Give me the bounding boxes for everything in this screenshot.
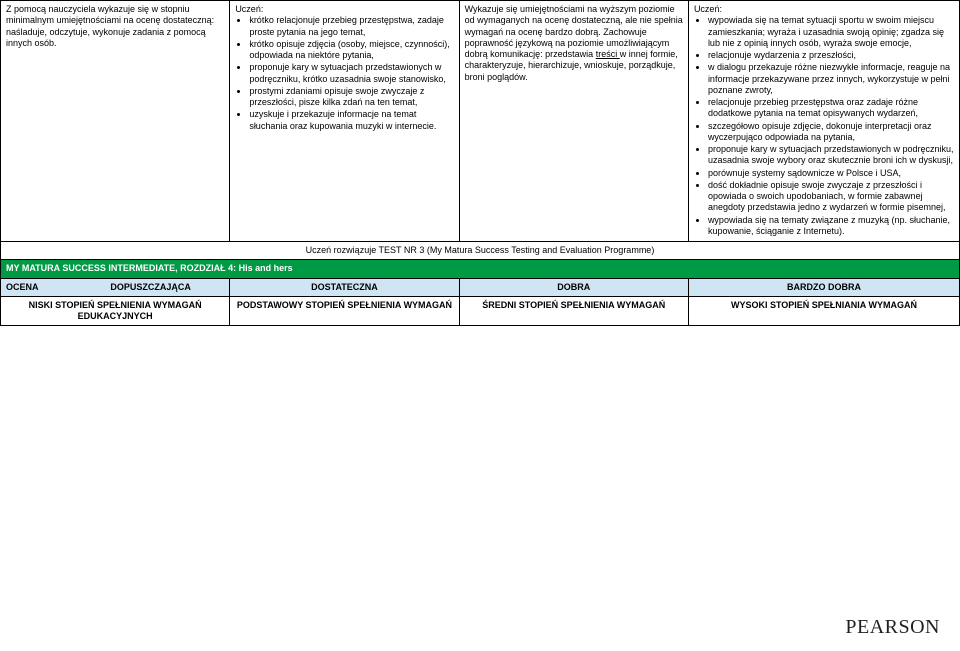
list-item: wypowiada się na tematy związane z muzyk…	[708, 215, 954, 238]
lead-text: Uczeń:	[235, 4, 263, 14]
verygood-list: wypowiada się na temat sytuacji sportu w…	[694, 15, 954, 237]
cell-verygood: Uczeń: wypowiada się na temat sytuacji s…	[688, 1, 959, 242]
lead-text: Uczeń:	[694, 4, 722, 14]
test-cell: Uczeń rozwiązuje TEST NR 3 (My Matura Su…	[1, 242, 960, 260]
list-item: proponuje kary w sytuacjach przedstawion…	[249, 62, 453, 85]
cell-minimal: Z pomocą nauczyciela wykazuje się w stop…	[1, 1, 230, 242]
list-item: proponuje kary w sytuacjach przedstawion…	[708, 144, 954, 167]
sufficient-list: krótko relacjonuje przebieg przestępstwa…	[235, 15, 453, 132]
list-item: krótko relacjonuje przebieg przestępstwa…	[249, 15, 453, 38]
list-item: w dialogu przekazuje różne niezwykłe inf…	[708, 62, 954, 96]
sub-cell-3: ŚREDNI STOPIEŃ SPEŁNIENIA WYMAGAŃ	[459, 296, 688, 326]
list-item: uzyskuje i przekazuje informacje na tema…	[249, 109, 453, 132]
sub-row: NISKI STOPIEŃ SPEŁNIENIA WYMAGAŃ EDUKACY…	[1, 296, 960, 326]
pearson-logo: PEARSON	[845, 616, 940, 639]
sub-cell-1: NISKI STOPIEŃ SPEŁNIENIA WYMAGAŃ EDUKACY…	[1, 296, 230, 326]
list-item: prostymi zdaniami opisuje swoje zwyczaje…	[249, 86, 453, 109]
grade-cell-3: DOBRA	[459, 278, 688, 296]
section-row: MY MATURA SUCCESS INTERMEDIATE, ROZDZIAŁ…	[1, 260, 960, 278]
grade-cell-4: BARDZO DOBRA	[688, 278, 959, 296]
cell-good: Wykazuje się umiejętnościami na wyższym …	[459, 1, 688, 242]
list-item: szczegółowo opisuje zdjęcie, dokonuje in…	[708, 121, 954, 144]
list-item: dość dokładnie opisuje swoje zwyczaje z …	[708, 180, 954, 214]
grade-label: OCENA	[6, 282, 76, 293]
sub-cell-2: PODSTAWOWY STOPIEŃ SPEŁNIENIA WYMAGAŃ	[230, 296, 459, 326]
grade-cell-1: OCENA DOPUSZCZAJĄCA	[1, 278, 230, 296]
content-row: Z pomocą nauczyciela wykazuje się w stop…	[1, 1, 960, 242]
list-item: relacjonuje przebieg przestępstwa oraz z…	[708, 97, 954, 120]
list-item: wypowiada się na temat sytuacji sportu w…	[708, 15, 954, 49]
list-item: relacjonuje wydarzenia z przeszłości,	[708, 50, 954, 61]
sub-cell-4: WYSOKI STOPIEŃ SPEŁNIANIA WYMAGAŃ	[688, 296, 959, 326]
list-item: krótko opisuje zdjęcia (osoby, miejsce, …	[249, 39, 453, 62]
list-item: porównuje systemy sądownicze w Polsce i …	[708, 168, 954, 179]
test-row: Uczeń rozwiązuje TEST NR 3 (My Matura Su…	[1, 242, 960, 260]
cell-sufficient: Uczeń: krótko relacjonuje przebieg przes…	[230, 1, 459, 242]
minimal-text: Z pomocą nauczyciela wykazuje się w stop…	[6, 4, 214, 48]
grades-row: OCENA DOPUSZCZAJĄCA DOSTATECZNA DOBRA BA…	[1, 278, 960, 296]
grade-cell-2: DOSTATECZNA	[230, 278, 459, 296]
grade-value: DOPUSZCZAJĄCA	[79, 282, 223, 293]
good-text-underlined: treści	[596, 49, 620, 59]
section-cell: MY MATURA SUCCESS INTERMEDIATE, ROZDZIAŁ…	[1, 260, 960, 278]
curriculum-table: Z pomocą nauczyciela wykazuje się w stop…	[0, 0, 960, 326]
